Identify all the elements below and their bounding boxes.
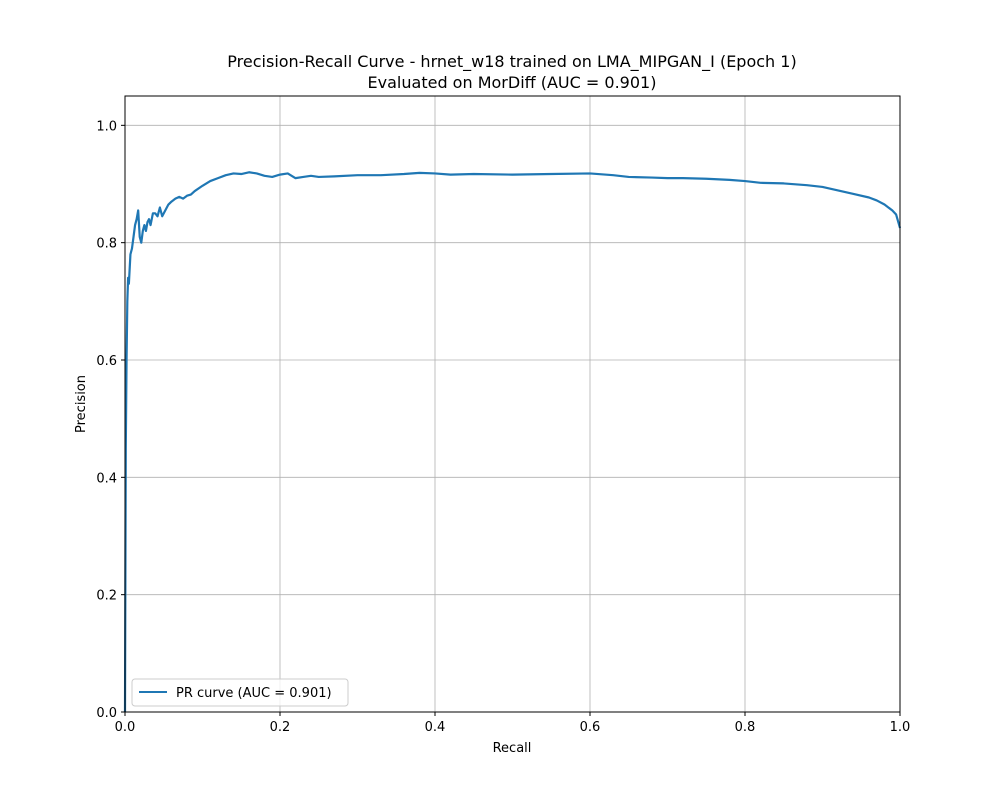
x-tick-label: 0.2 bbox=[270, 720, 291, 735]
x-axis-ticks: 0.0 0.2 0.4 0.6 0.8 1.0 bbox=[115, 712, 911, 735]
y-tick-label: 0.2 bbox=[96, 589, 117, 604]
legend-label: PR curve (AUC = 0.901) bbox=[176, 686, 332, 701]
chart-title-line2: Evaluated on MorDiff (AUC = 0.901) bbox=[368, 73, 657, 92]
pr-curve-line bbox=[123, 171, 902, 713]
plot-area-background bbox=[125, 96, 900, 712]
x-tick-label: 0.0 bbox=[115, 720, 136, 735]
y-tick-label: 0.6 bbox=[96, 354, 117, 369]
x-tick-label: 0.8 bbox=[735, 720, 756, 735]
chart-title-line1: Precision-Recall Curve - hrnet_w18 train… bbox=[227, 52, 796, 72]
y-tick-label: 0.8 bbox=[96, 237, 117, 252]
y-axis-ticks: 0.0 0.2 0.4 0.6 0.8 1.0 bbox=[96, 119, 125, 721]
y-tick-label: 0.0 bbox=[96, 706, 117, 721]
y-tick-label: 0.4 bbox=[96, 471, 117, 486]
grid-lines bbox=[124, 96, 901, 713]
series-group bbox=[123, 171, 902, 713]
x-axis-label: Recall bbox=[493, 741, 532, 756]
y-tick-label: 1.0 bbox=[96, 119, 117, 134]
x-tick-label: 0.6 bbox=[580, 720, 601, 735]
x-tick-label: 0.4 bbox=[425, 720, 446, 735]
legend: PR curve (AUC = 0.901) bbox=[131, 678, 349, 707]
legend-box bbox=[131, 678, 349, 707]
y-axis-label: Precision bbox=[74, 375, 89, 433]
x-tick-label: 1.0 bbox=[890, 720, 911, 735]
plot-frame bbox=[124, 95, 901, 713]
